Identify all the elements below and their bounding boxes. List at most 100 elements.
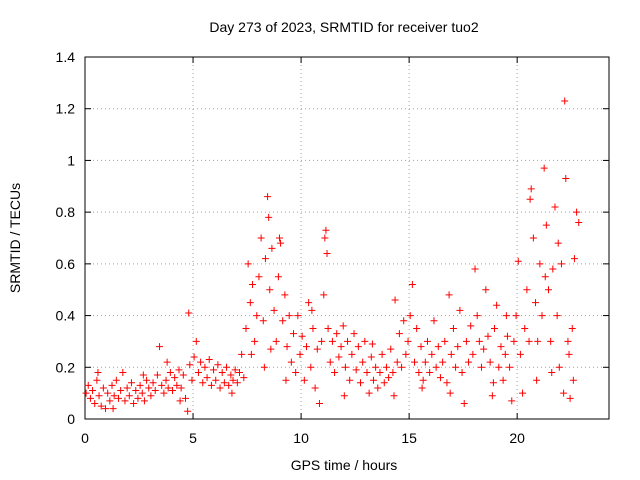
data-point — [192, 337, 200, 345]
data-point — [138, 389, 146, 397]
data-point — [523, 286, 531, 294]
data-point — [324, 325, 332, 332]
data-point — [361, 337, 369, 345]
data-point — [197, 358, 205, 366]
data-point — [568, 325, 576, 332]
data-point — [432, 363, 440, 371]
data-point — [274, 273, 282, 281]
data-point — [557, 260, 565, 268]
data-point — [272, 337, 280, 345]
data-point — [357, 379, 365, 387]
data-point — [486, 358, 494, 366]
data-point — [390, 392, 398, 400]
data-point — [549, 265, 557, 273]
data-point — [439, 358, 447, 366]
data-point — [91, 399, 99, 407]
data-point — [264, 193, 272, 201]
data-point — [376, 368, 384, 376]
data-point — [458, 368, 466, 376]
x-tick-label: 0 — [81, 430, 89, 446]
data-point — [181, 394, 189, 402]
data-point — [553, 312, 561, 320]
data-point — [287, 358, 295, 366]
data-point — [527, 185, 535, 193]
data-point — [389, 368, 397, 376]
data-point — [551, 203, 559, 211]
data-point — [421, 358, 429, 366]
data-point — [244, 260, 252, 268]
data-point — [220, 379, 228, 387]
data-point — [121, 397, 129, 405]
x-tick-label: 15 — [401, 430, 417, 446]
data-point — [93, 376, 101, 384]
data-point — [311, 384, 319, 392]
data-point — [231, 366, 239, 374]
data-point — [112, 376, 120, 384]
data-point — [484, 332, 492, 340]
data-point — [313, 345, 321, 353]
data-point — [99, 384, 107, 392]
data-point — [469, 350, 477, 358]
data-point — [400, 317, 408, 325]
data-point — [490, 325, 498, 332]
data-point — [495, 363, 503, 371]
data-point — [277, 239, 285, 247]
data-point — [404, 337, 412, 345]
data-point — [307, 363, 315, 371]
data-point — [229, 376, 237, 384]
data-point — [532, 299, 540, 307]
data-point — [194, 368, 202, 376]
data-point — [480, 345, 488, 353]
data-point — [548, 368, 556, 376]
data-point — [212, 376, 220, 384]
data-point — [503, 332, 511, 340]
data-point — [555, 363, 563, 371]
ticks — [84, 56, 609, 420]
data-point — [382, 363, 390, 371]
data-point — [554, 239, 562, 247]
data-point — [267, 345, 275, 353]
data-point — [565, 350, 573, 358]
data-point — [127, 379, 135, 387]
data-point — [176, 397, 184, 405]
data-point — [497, 343, 505, 351]
data-point — [454, 343, 462, 351]
data-point — [430, 317, 438, 325]
data-point — [136, 381, 144, 389]
data-point — [235, 368, 243, 376]
data-point — [562, 175, 570, 183]
data-point — [367, 353, 375, 361]
data-point — [149, 379, 157, 387]
data-point — [321, 234, 329, 242]
data-point — [526, 195, 534, 203]
data-point — [341, 363, 349, 371]
data-point — [282, 376, 290, 384]
grid — [85, 57, 609, 419]
data-point — [529, 234, 537, 242]
data-point — [300, 376, 308, 384]
data-point — [489, 379, 497, 387]
data-point — [265, 213, 273, 221]
data-point — [163, 358, 171, 366]
y-tick-label: 1 — [67, 152, 75, 168]
data-point — [538, 312, 546, 320]
data-point — [242, 325, 250, 332]
data-point — [153, 371, 161, 379]
data-point — [501, 350, 509, 358]
data-point — [434, 343, 442, 351]
data-point — [201, 363, 209, 371]
data-point — [190, 353, 198, 361]
data-point — [279, 317, 287, 325]
data-point — [415, 368, 423, 376]
data-point — [541, 273, 549, 281]
y-tick-labels: 0 0.2 0.4 0.6 0.8 1 1.2 1.4 — [56, 49, 76, 427]
data-point — [462, 337, 470, 345]
data-point — [97, 402, 105, 410]
data-point — [185, 309, 193, 317]
y-tick-label: 0.8 — [56, 204, 76, 220]
data-point — [561, 97, 569, 105]
data-point — [110, 392, 118, 400]
data-point — [335, 353, 343, 361]
data-point — [134, 394, 142, 402]
